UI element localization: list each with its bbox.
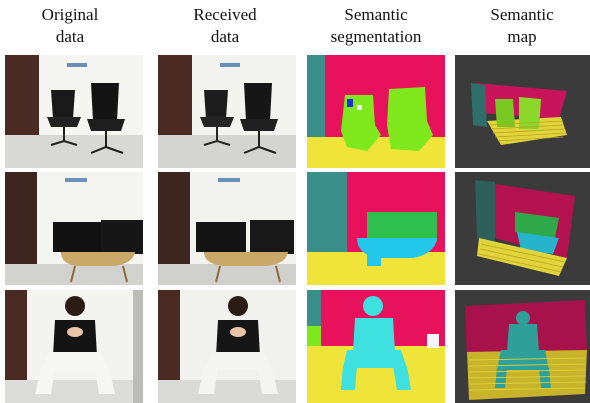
header-map-line1: Semantic <box>490 5 554 24</box>
header-original: Original data <box>0 4 140 48</box>
header-received-line2: data <box>210 27 240 46</box>
header-original-line2: data <box>55 27 85 46</box>
received-image-monitors <box>158 172 296 285</box>
semantic-map-chairs <box>455 55 590 168</box>
segmentation-image-person <box>307 290 445 403</box>
semantic-map-person <box>455 290 590 403</box>
header-map-line2: map <box>507 27 537 46</box>
header-map: Semantic map <box>452 4 590 48</box>
segmentation-image-monitors <box>307 172 445 285</box>
received-image-chairs <box>158 55 296 168</box>
semantic-map-monitors <box>455 172 590 285</box>
segmentation-image-chairs <box>307 55 445 168</box>
header-original-line1: Original <box>41 5 99 24</box>
header-received: Received data <box>155 4 295 48</box>
received-image-person <box>158 290 296 403</box>
original-image-chairs <box>5 55 143 168</box>
header-segmentation-line1: Semantic <box>344 5 408 24</box>
header-segmentation: Semantic segmentation <box>306 4 446 48</box>
header-received-line1: Received <box>193 5 257 24</box>
original-image-person <box>5 290 143 403</box>
header-segmentation-line2: segmentation <box>330 27 422 46</box>
original-image-monitors <box>5 172 143 285</box>
